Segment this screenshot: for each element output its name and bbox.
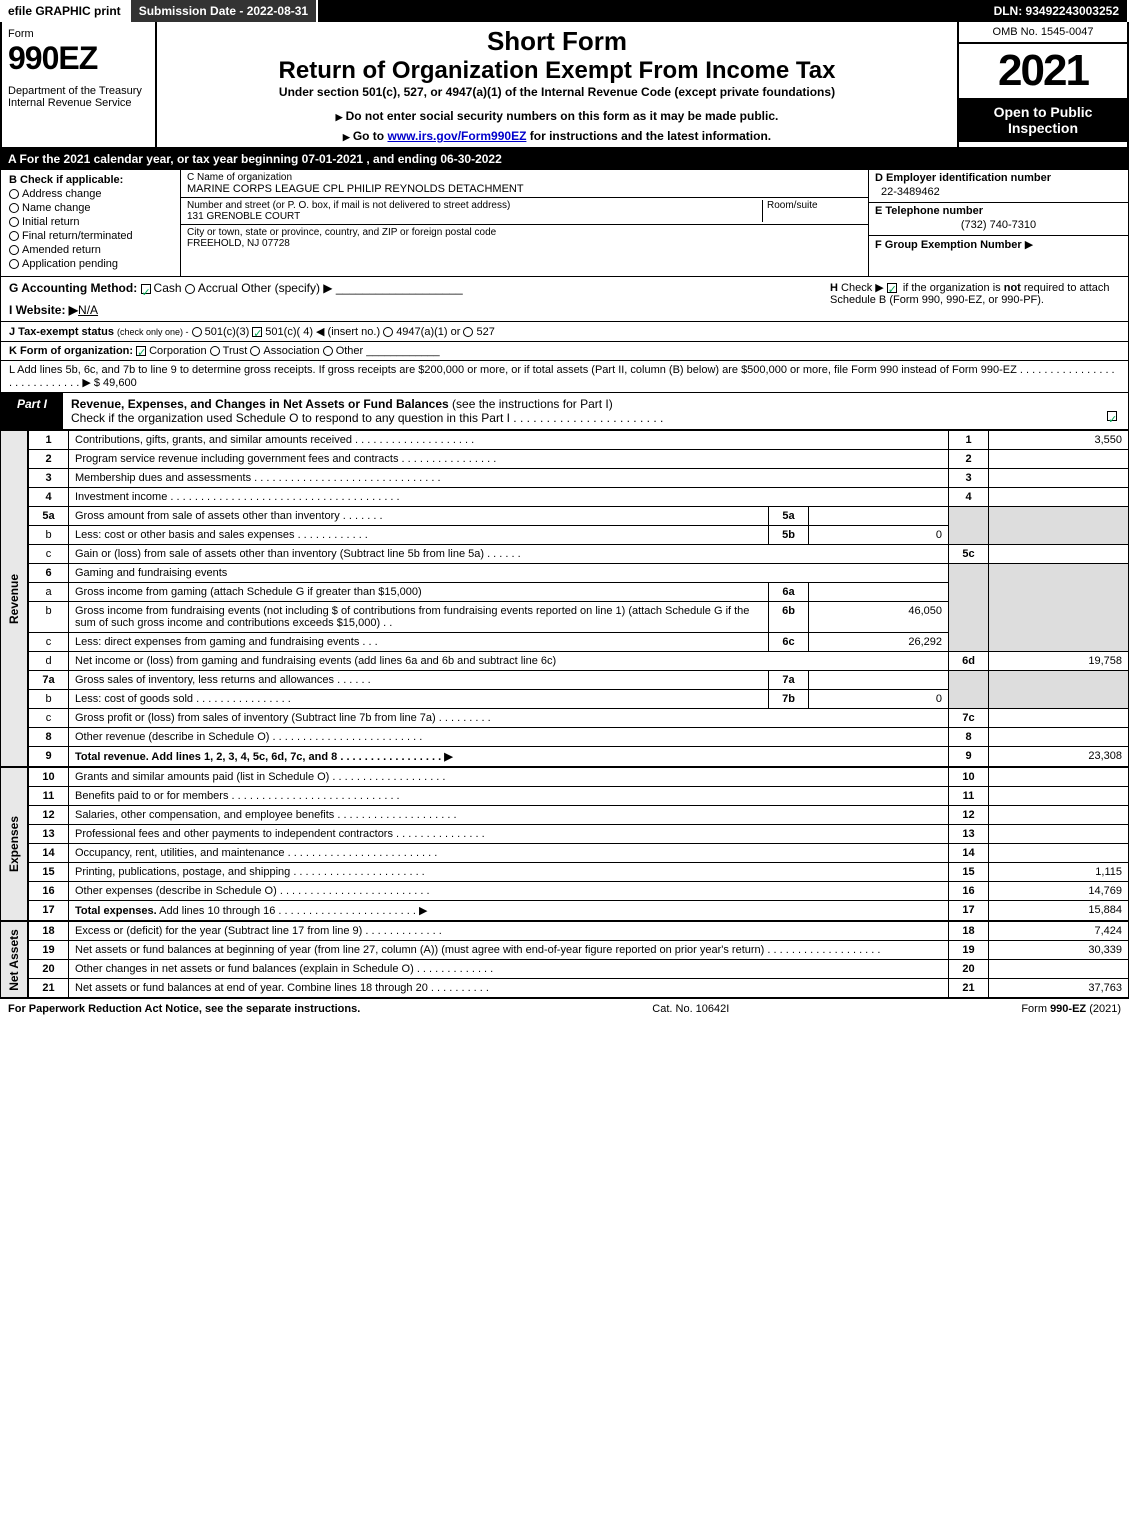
- line-6d-val: 19,758: [989, 652, 1129, 671]
- line-21-val: 37,763: [989, 979, 1129, 998]
- irs-link[interactable]: www.irs.gov/Form990EZ: [387, 129, 526, 143]
- form-header: Form 990EZ Department of the TreasuryInt…: [0, 22, 1129, 149]
- revenue-label: Revenue: [0, 430, 28, 767]
- chk-501c[interactable]: [252, 327, 262, 337]
- city-state-zip: FREEHOLD, NJ 07728: [187, 238, 862, 249]
- line-16-val: 14,769: [989, 882, 1129, 901]
- line-7b-val: 0: [809, 690, 949, 709]
- chk-final-return[interactable]: Final return/terminated: [9, 230, 172, 242]
- row-h: H Check ▶ if the organization is not req…: [820, 281, 1120, 317]
- chk-trust[interactable]: [210, 346, 220, 356]
- chk-cash[interactable]: [141, 284, 151, 294]
- chk-4947[interactable]: [383, 327, 393, 337]
- line-6b-val: 46,050: [809, 602, 949, 633]
- part-1-tab: Part I: [1, 393, 63, 429]
- group-exemption-label: F Group Exemption Number: [875, 239, 1022, 251]
- page-footer: For Paperwork Reduction Act Notice, see …: [0, 998, 1129, 1019]
- net-assets-label: Net Assets: [0, 921, 28, 998]
- top-bar: efile GRAPHIC print Submission Date - 20…: [0, 0, 1129, 22]
- col-d-e-f: D Employer identification number 22-3489…: [868, 170, 1128, 276]
- chk-schedule-b[interactable]: [887, 283, 897, 293]
- return-title: Return of Organization Exempt From Incom…: [161, 57, 953, 85]
- line-19-val: 30,339: [989, 941, 1129, 960]
- expenses-label: Expenses: [0, 767, 28, 921]
- chk-address-change[interactable]: Address change: [9, 188, 172, 200]
- chk-schedule-o[interactable]: [1107, 411, 1117, 421]
- line-6c-val: 26,292: [809, 633, 949, 652]
- room-suite-label: Room/suite: [762, 200, 862, 222]
- tax-year: 2021: [959, 44, 1127, 98]
- chk-527[interactable]: [463, 327, 473, 337]
- chk-application-pending[interactable]: Application pending: [9, 258, 172, 270]
- efile-label[interactable]: efile GRAPHIC print: [0, 0, 131, 22]
- accounting-method-label: G Accounting Method:: [9, 281, 137, 295]
- line-9-val: 23,308: [989, 747, 1129, 767]
- chk-initial-return[interactable]: Initial return: [9, 216, 172, 228]
- ein-value: 22-3489462: [875, 184, 1122, 200]
- street-address: 131 GRENOBLE COURT: [187, 211, 762, 222]
- telephone: (732) 740-7310: [875, 217, 1122, 233]
- form-ref: Form 990-EZ (2021): [1021, 1003, 1121, 1015]
- revenue-table: 1Contributions, gifts, grants, and simil…: [28, 430, 1129, 767]
- row-k: K Form of organization: Corporation Trus…: [0, 342, 1129, 361]
- do-not-enter: Do not enter social security numbers on …: [161, 109, 953, 123]
- chk-amended-return[interactable]: Amended return: [9, 244, 172, 256]
- part-1-title: Revenue, Expenses, and Changes in Net As…: [71, 397, 449, 411]
- chk-accrual[interactable]: [185, 284, 195, 294]
- line-5b-val: 0: [809, 526, 949, 545]
- city-label: City or town, state or province, country…: [187, 227, 862, 238]
- check-if-applicable: B Check if applicable:: [9, 174, 172, 186]
- under-section: Under section 501(c), 527, or 4947(a)(1)…: [161, 85, 953, 99]
- dln: DLN: 93492243003252: [986, 0, 1129, 22]
- goto-line: Go to www.irs.gov/Form990EZ for instruct…: [161, 129, 953, 143]
- part-1-check: Check if the organization used Schedule …: [71, 411, 510, 425]
- dept-label: Department of the TreasuryInternal Reven…: [8, 85, 149, 109]
- row-l: L Add lines 5b, 6c, and 7b to line 9 to …: [0, 361, 1129, 393]
- chk-other-org[interactable]: [323, 346, 333, 356]
- row-j: J Tax-exempt status (check only one) - 5…: [0, 322, 1129, 342]
- line-18-val: 7,424: [989, 922, 1129, 941]
- cat-no: Cat. No. 10642I: [360, 1003, 1021, 1015]
- submission-date: Submission Date - 2022-08-31: [131, 0, 318, 22]
- website-value: N/A: [78, 303, 98, 317]
- form-number: 990EZ: [8, 40, 149, 77]
- gross-receipts: $ 49,600: [94, 377, 137, 389]
- chk-501c3[interactable]: [192, 327, 202, 337]
- section-b-c-d: B Check if applicable: Address change Na…: [0, 169, 1129, 277]
- form-label: Form: [8, 28, 149, 40]
- line-15-val: 1,115: [989, 863, 1129, 882]
- line-17-val: 15,884: [989, 901, 1129, 921]
- omb-number: OMB No. 1545-0047: [959, 22, 1127, 44]
- row-a: A For the 2021 calendar year, or tax yea…: [0, 149, 1129, 169]
- tel-label: E Telephone number: [875, 205, 983, 217]
- line-1-val: 3,550: [989, 431, 1129, 450]
- short-form-title: Short Form: [161, 26, 953, 57]
- net-assets-table: 18Excess or (deficit) for the year (Subt…: [28, 921, 1129, 998]
- col-c: C Name of organization MARINE CORPS LEAG…: [181, 170, 868, 276]
- org-name: MARINE CORPS LEAGUE CPL PHILIP REYNOLDS …: [187, 183, 862, 195]
- chk-association[interactable]: [250, 346, 260, 356]
- chk-name-change[interactable]: Name change: [9, 202, 172, 214]
- ein-label: D Employer identification number: [875, 172, 1051, 184]
- row-g-h: G Accounting Method: Cash Accrual Other …: [0, 277, 1129, 322]
- addr-label: Number and street (or P. O. box, if mail…: [187, 200, 762, 211]
- paperwork-notice: For Paperwork Reduction Act Notice, see …: [8, 1003, 360, 1015]
- open-public: Open to Public Inspection: [959, 98, 1127, 142]
- website-label: I Website: ▶: [9, 303, 78, 317]
- part-1-header: Part I Revenue, Expenses, and Changes in…: [0, 393, 1129, 430]
- expenses-table: 10Grants and similar amounts paid (list …: [28, 767, 1129, 921]
- chk-corporation[interactable]: [136, 346, 146, 356]
- name-label: C Name of organization: [187, 172, 862, 183]
- col-b: B Check if applicable: Address change Na…: [1, 170, 181, 276]
